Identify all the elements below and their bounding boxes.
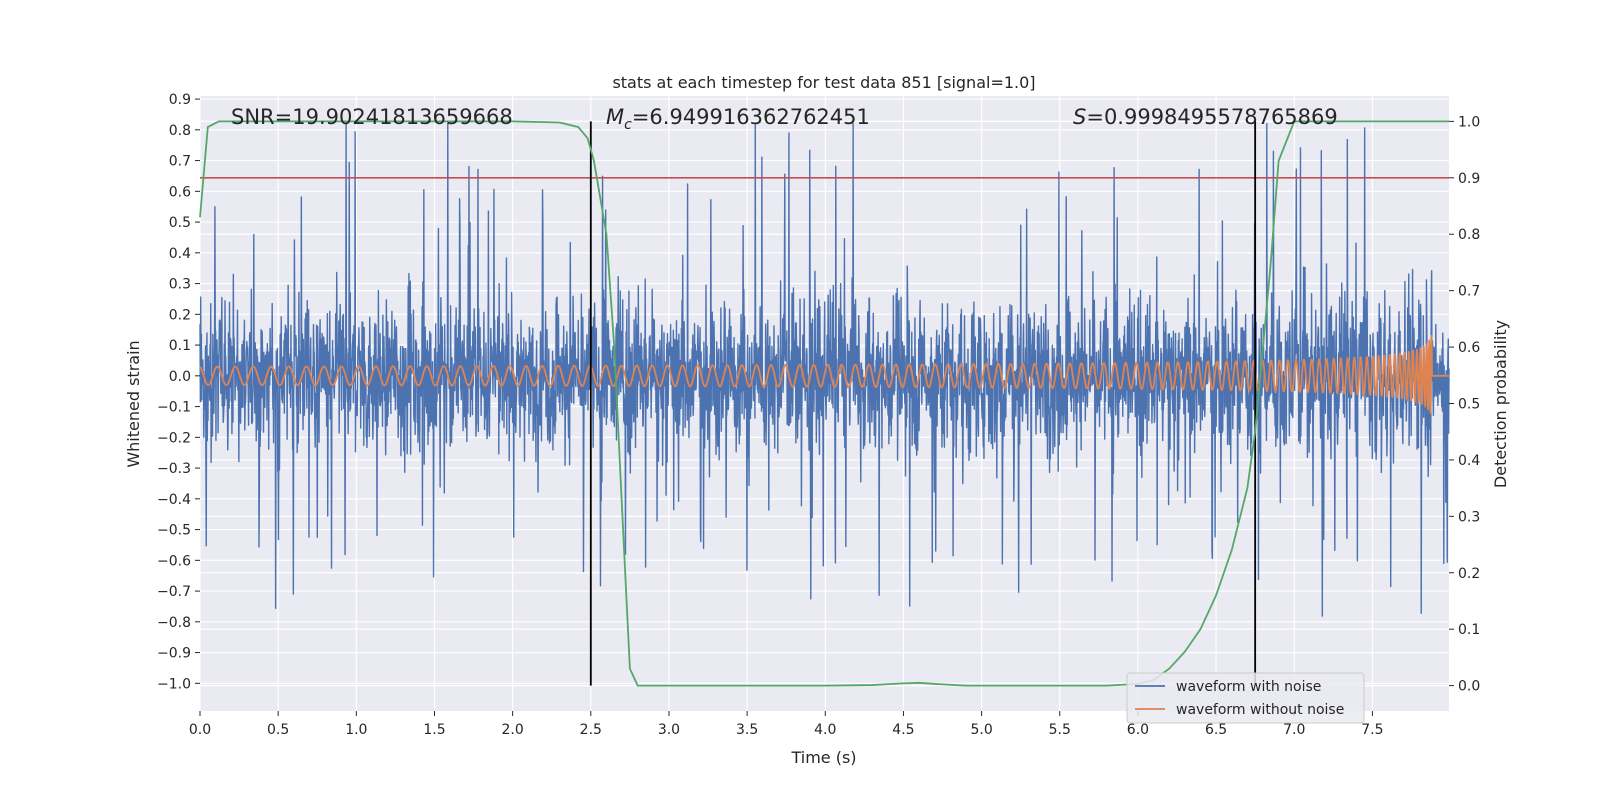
legend: waveform with noise waveform without noi…: [1126, 672, 1365, 724]
y2-tick-label: 0.8: [1458, 227, 1480, 243]
y2-tick-label: 0.5: [1458, 397, 1480, 413]
y2-tick-label: 0.4: [1458, 453, 1480, 469]
y-tick-label: 0.1: [169, 338, 191, 354]
y2-tick-label: 0.2: [1458, 566, 1480, 582]
chirp-mass-annotation: Mc=6.949916362762451: [606, 105, 870, 133]
y-tick-label: −0.6: [157, 553, 191, 569]
detection-probability-line: [199, 120, 1449, 687]
x-tick-label: 5.5: [1049, 722, 1071, 738]
y-tick-label: 0.6: [169, 184, 191, 200]
x-tick-label: 7.0: [1283, 722, 1305, 738]
y2-tick-label: 0.9: [1458, 171, 1480, 187]
x-tick-label: 1.0: [345, 722, 367, 738]
x-tick-label: 2.5: [580, 722, 602, 738]
noisy-waveform-line: [199, 122, 1450, 617]
x-tick-label: 7.5: [1361, 722, 1383, 738]
x-tick-label: 4.0: [814, 722, 836, 738]
y-tick-label: 0.7: [169, 154, 191, 170]
chirp-mass-value: =6.949916362762451: [632, 105, 870, 129]
clean-waveform-line: [199, 334, 1450, 414]
tick-layer: 0.0 0.5 1.0 1.5 2.0 2.5 3.0 3.5 4.0 4.5 5.0 5.5 6.0 6…: [157, 92, 1480, 738]
y-axis-label: Whitened strain: [124, 340, 143, 467]
x-tick-label: 4.5: [892, 722, 914, 738]
legend-box: [1126, 672, 1365, 724]
y-tick-label: 0.5: [169, 215, 191, 231]
y-tick-label: −0.4: [157, 492, 191, 508]
y-tick-label: −0.8: [157, 615, 191, 631]
y2-tick-label: 0.6: [1458, 340, 1480, 356]
x-tick-label: 6.5: [1205, 722, 1227, 738]
y-tick-label: 0.4: [169, 246, 191, 262]
y-tick-label: −0.9: [157, 646, 191, 662]
y2-tick-label: 0.1: [1458, 622, 1480, 638]
overlay-layer: [199, 120, 1449, 687]
y2-tick-label: 0.3: [1458, 509, 1480, 525]
y-tick-label: 0.8: [169, 123, 191, 139]
y-tick-label: −0.1: [157, 400, 191, 416]
y-tick-label: 0.9: [169, 92, 191, 108]
x-tick-label: 3.5: [736, 722, 758, 738]
y2-tick-label: 1.0: [1458, 114, 1480, 130]
y-tick-label: 0.3: [169, 277, 191, 293]
y-tick-label: 0.2: [169, 307, 191, 323]
x-tick-label: 2.0: [502, 722, 524, 738]
snr-probability-annotation: S=0.9998495578765869: [1073, 105, 1338, 129]
x-tick-label: 3.0: [658, 722, 680, 738]
x-tick-label: 6.0: [1127, 722, 1149, 738]
series-layer: [199, 122, 1450, 617]
y2-tick-label: 0.7: [1458, 284, 1480, 300]
x-tick-label: 5.0: [970, 722, 992, 738]
x-tick-label: 1.5: [423, 722, 445, 738]
y-tick-label: −0.3: [157, 461, 191, 477]
y-tick-label: 0.0: [169, 369, 191, 385]
y-tick-label: −0.5: [157, 523, 191, 539]
x-tick-label: 0.5: [267, 722, 289, 738]
legend-signal-label: waveform without noise: [1176, 702, 1344, 718]
chart-title: stats at each timestep for test data 851…: [612, 73, 1035, 92]
x-axis-label: Time (s): [790, 748, 856, 767]
snr-annotation: SNR=19.90241813659668: [231, 105, 513, 129]
y2-axis-label: Detection probability: [1491, 320, 1510, 488]
y-tick-label: −1.0: [157, 676, 191, 692]
legend-noise-label: waveform with noise: [1176, 679, 1321, 695]
y-tick-label: −0.7: [157, 584, 191, 600]
x-tick-label: 0.0: [189, 722, 211, 738]
y-tick-label: −0.2: [157, 430, 191, 446]
s-value: =0.9998495578765869: [1086, 105, 1337, 129]
y2-tick-label: 0.0: [1458, 679, 1480, 695]
